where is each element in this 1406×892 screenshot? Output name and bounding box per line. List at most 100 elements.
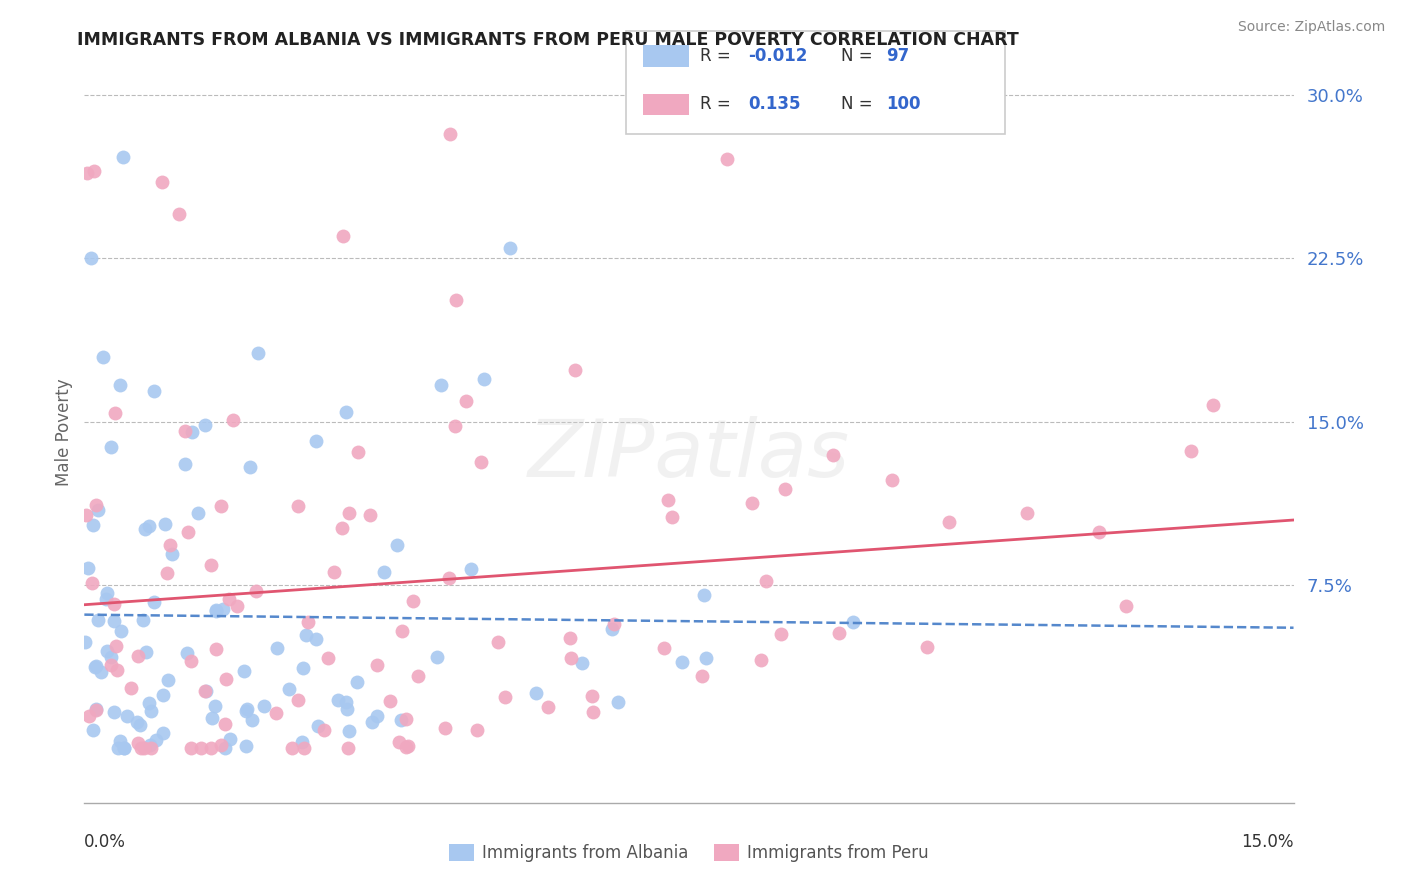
Point	[499, 241, 522, 255]
Point	[1088, 524, 1111, 539]
Point	[295, 628, 318, 642]
Point	[337, 723, 360, 738]
Point	[741, 496, 763, 510]
Point	[75, 635, 97, 649]
Point	[152, 726, 174, 740]
Point	[214, 740, 236, 755]
Point	[83, 164, 105, 178]
Point	[155, 517, 177, 532]
Point	[387, 538, 409, 552]
Point	[537, 700, 560, 714]
Point	[239, 460, 262, 475]
Point	[305, 434, 328, 449]
Point	[716, 152, 738, 166]
Point	[693, 588, 716, 602]
Point	[915, 640, 938, 655]
Point	[330, 521, 353, 535]
Point	[291, 734, 314, 748]
Point	[139, 741, 162, 756]
Text: 15.0%: 15.0%	[1241, 833, 1294, 851]
Point	[366, 709, 388, 723]
Point	[396, 739, 419, 753]
Point	[138, 518, 160, 533]
Point	[135, 645, 157, 659]
Point	[112, 741, 135, 756]
Point	[494, 690, 516, 704]
Point	[75, 508, 97, 522]
Point	[160, 547, 183, 561]
Point	[266, 641, 288, 656]
Point	[335, 695, 357, 709]
Point	[120, 681, 142, 696]
Point	[652, 641, 675, 656]
Point	[1202, 398, 1225, 412]
Point	[454, 394, 477, 409]
Point	[378, 694, 401, 708]
Text: R =: R =	[700, 47, 737, 65]
Point	[571, 656, 593, 670]
Point	[842, 615, 865, 629]
Point	[177, 525, 200, 540]
Point	[603, 617, 626, 632]
Point	[336, 741, 359, 756]
Point	[560, 650, 582, 665]
Point	[607, 695, 630, 709]
Text: R =: R =	[700, 95, 737, 113]
Point	[337, 506, 360, 520]
Point	[84, 498, 107, 512]
Point	[235, 705, 257, 719]
Point	[107, 741, 129, 756]
Point	[209, 499, 232, 513]
Point	[215, 672, 238, 686]
Point	[226, 599, 249, 613]
Point	[100, 440, 122, 454]
Point	[246, 346, 269, 360]
Point	[84, 659, 107, 673]
Point	[564, 363, 586, 377]
Point	[201, 711, 224, 725]
Point	[297, 615, 319, 629]
Point	[671, 655, 693, 669]
Point	[205, 641, 228, 656]
Point	[180, 741, 202, 756]
Point	[235, 739, 257, 753]
Point	[96, 592, 118, 607]
Point	[112, 150, 135, 164]
Point	[582, 705, 605, 719]
Point	[426, 650, 449, 665]
Point	[692, 669, 714, 683]
Legend: Immigrants from Albania, Immigrants from Peru: Immigrants from Albania, Immigrants from…	[443, 837, 935, 869]
Point	[322, 565, 344, 579]
Point	[115, 709, 138, 723]
Point	[749, 653, 772, 667]
Point	[132, 741, 155, 756]
Text: -0.012: -0.012	[748, 47, 807, 65]
Point	[335, 405, 357, 419]
Point	[127, 715, 149, 730]
Point	[336, 702, 359, 716]
Point	[84, 702, 107, 716]
Point	[305, 632, 328, 647]
Point	[219, 731, 242, 746]
Point	[156, 673, 179, 688]
Point	[96, 586, 118, 600]
Point	[316, 650, 339, 665]
Point	[105, 663, 128, 677]
Point	[143, 595, 166, 609]
Point	[359, 508, 381, 523]
Point	[291, 661, 314, 675]
Point	[430, 378, 453, 392]
Point	[100, 657, 122, 672]
Point	[205, 603, 228, 617]
Point	[281, 741, 304, 756]
Point	[181, 425, 204, 440]
Point	[769, 627, 792, 641]
Point	[307, 718, 329, 732]
Point	[190, 741, 212, 756]
Point	[581, 689, 603, 703]
Text: 0.135: 0.135	[748, 95, 800, 113]
Point	[277, 682, 299, 697]
Point	[444, 419, 467, 434]
Point	[433, 721, 456, 735]
Point	[391, 624, 413, 639]
